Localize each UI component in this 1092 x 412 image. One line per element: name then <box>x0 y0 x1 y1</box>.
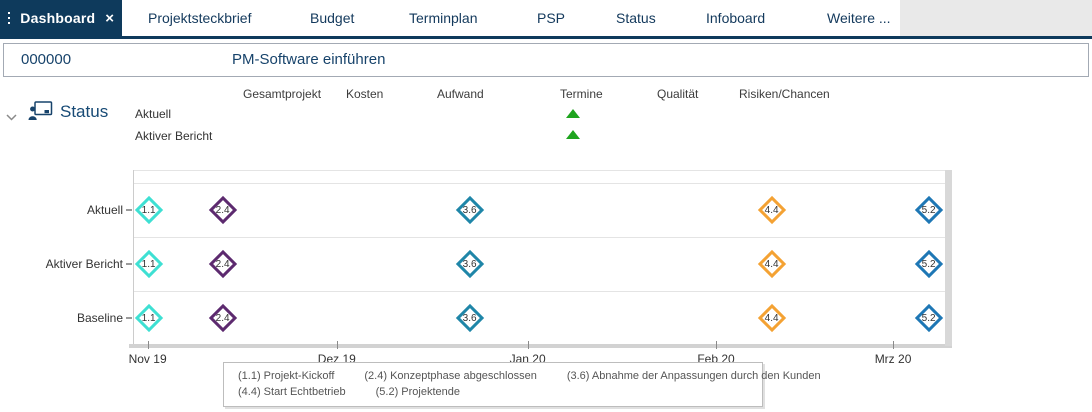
milestone-id-label: 2.4 <box>216 312 231 324</box>
milestone-3.6[interactable]: 3.6 <box>455 195 485 225</box>
legend-item: (3.6) Abnahme der Anpassungen durch den … <box>566 370 821 382</box>
tab-budget[interactable]: Budget <box>310 10 355 26</box>
chart-row-label: Aktiver Bericht <box>45 257 123 271</box>
x-axis-line <box>129 344 952 348</box>
milestone-id-label: 3.6 <box>463 258 477 270</box>
status-column-aufwand: Aufwand <box>437 87 484 101</box>
milestone-id-label: 1.1 <box>142 312 157 324</box>
milestone-5.2[interactable]: 5.2 <box>914 195 943 225</box>
trend-up-icon <box>566 130 580 139</box>
chart-legend: (1.1) Projekt-Kickoff (2.4) Konzeptphase … <box>223 362 821 407</box>
chevron-down-icon[interactable] <box>6 108 17 126</box>
status-column-risiken-chancen: Risiken/Chancen <box>739 87 830 101</box>
chart-row-label: Aktuell <box>86 203 123 217</box>
tab-dashboard[interactable]: Dashboard × <box>0 0 122 39</box>
gridline <box>133 183 945 184</box>
milestone-id-label: 4.4 <box>765 312 779 324</box>
project-number: 000000 <box>21 51 72 68</box>
milestone-2.4[interactable]: 2.4 <box>208 249 238 279</box>
milestone-4.4[interactable]: 4.4 <box>757 303 787 333</box>
section-title-status: Status <box>60 102 109 121</box>
tab-terminplan[interactable]: Terminplan <box>409 10 478 26</box>
milestone-id-label: 5.2 <box>921 312 936 324</box>
tab-dashboard-label: Dashboard <box>20 10 96 26</box>
legend-line: (4.4) Start Echtbetrieb (5.2) Projektende <box>238 384 748 400</box>
milestone-id-label: 5.2 <box>921 258 936 270</box>
milestone-id-label: 2.4 <box>216 204 231 216</box>
x-axis-tick <box>527 341 529 349</box>
milestone-5.2[interactable]: 5.2 <box>914 303 943 333</box>
row-tick <box>126 317 132 319</box>
tab-status[interactable]: Status <box>616 10 656 26</box>
milestone-4.4[interactable]: 4.4 <box>757 195 787 225</box>
status-column-termine: Termine <box>560 87 603 101</box>
project-title: PM-Software einführen <box>232 51 386 68</box>
x-axis-label: Nov 19 <box>128 352 167 366</box>
milestone-2.4[interactable]: 2.4 <box>208 303 238 333</box>
milestone-id-label: 1.1 <box>142 258 157 270</box>
tab-infoboard[interactable]: Infoboard <box>706 10 766 26</box>
milestone-id-label: 4.4 <box>765 204 779 216</box>
legend-item: (2.4) Konzeptphase abgeschlossen <box>364 370 537 382</box>
status-row-aktiver-bericht-label: Aktiver Bericht <box>135 129 213 143</box>
tab-bar-underline <box>0 36 1092 39</box>
legend-item: (5.2) Projektende <box>375 386 460 398</box>
milestone-id-label: 3.6 <box>463 204 477 216</box>
milestone-id-label: 1.1 <box>142 204 157 216</box>
chart-scrollbar[interactable] <box>945 170 952 346</box>
gridline <box>133 170 945 171</box>
milestone-id-label: 3.6 <box>463 312 477 324</box>
row-tick <box>126 209 132 211</box>
milestone-3.6[interactable]: 3.6 <box>455 303 485 333</box>
gridline <box>133 237 945 238</box>
x-axis-label: Mrz 20 <box>874 352 912 366</box>
milestone-5.2[interactable]: 5.2 <box>914 249 943 279</box>
close-icon[interactable]: × <box>105 9 114 27</box>
status-row-aktuell-label: Aktuell <box>135 107 172 121</box>
tab-projektsteckbrief[interactable]: Projektsteckbrief <box>148 10 252 26</box>
milestone-1.1[interactable]: 1.1 <box>135 195 164 225</box>
chart-left-border <box>133 170 134 348</box>
tab-weitere[interactable]: Weitere ... <box>827 10 891 26</box>
tab-psp[interactable]: PSP <box>537 10 566 26</box>
status-column-gesamtprojekt: Gesamtprojekt <box>243 87 322 101</box>
menu-icon[interactable] <box>8 12 11 24</box>
legend-item: (4.4) Start Echtbetrieb <box>238 386 346 398</box>
x-axis-tick <box>147 341 149 349</box>
gridline <box>133 291 945 292</box>
x-axis-tick <box>893 341 895 349</box>
milestone-1.1[interactable]: 1.1 <box>135 249 164 279</box>
status-column-qualitaet: Qualität <box>657 87 699 101</box>
milestone-id-label: 5.2 <box>921 204 936 216</box>
legend-line: (1.1) Projekt-Kickoff (2.4) Konzeptphase … <box>238 368 821 384</box>
milestone-4.4[interactable]: 4.4 <box>757 249 787 279</box>
trend-up-icon <box>566 109 580 118</box>
tab-bar: Dashboard × Projektsteckbrief Budget Ter… <box>0 0 1092 39</box>
row-tick <box>126 263 132 265</box>
milestone-1.1[interactable]: 1.1 <box>135 303 164 333</box>
status-column-kosten: Kosten <box>346 87 384 101</box>
legend-item: (1.1) Projekt-Kickoff <box>238 370 335 382</box>
tab-bar-filler <box>900 0 1092 36</box>
project-header-box: 000000 PM-Software einführen <box>3 43 1089 77</box>
milestone-2.4[interactable]: 2.4 <box>208 195 238 225</box>
milestone-id-label: 4.4 <box>765 258 779 270</box>
chart-row-label: Baseline <box>76 311 123 325</box>
x-axis-tick <box>716 341 718 349</box>
x-axis-tick <box>336 341 338 349</box>
status-report-icon <box>28 101 53 126</box>
milestone-3.6[interactable]: 3.6 <box>455 249 485 279</box>
milestone-id-label: 2.4 <box>216 258 231 270</box>
